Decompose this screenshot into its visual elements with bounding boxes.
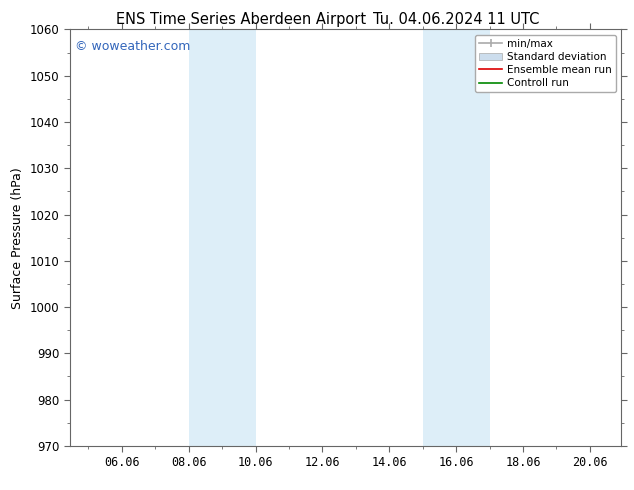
Y-axis label: Surface Pressure (hPa): Surface Pressure (hPa) — [11, 167, 24, 309]
Bar — [423, 29, 489, 446]
Bar — [189, 29, 256, 446]
Text: ENS Time Series Aberdeen Airport: ENS Time Series Aberdeen Airport — [116, 12, 366, 27]
Text: © woweather.com: © woweather.com — [75, 40, 191, 53]
Text: Tu. 04.06.2024 11 UTC: Tu. 04.06.2024 11 UTC — [373, 12, 540, 27]
Legend: min/max, Standard deviation, Ensemble mean run, Controll run: min/max, Standard deviation, Ensemble me… — [475, 35, 616, 92]
